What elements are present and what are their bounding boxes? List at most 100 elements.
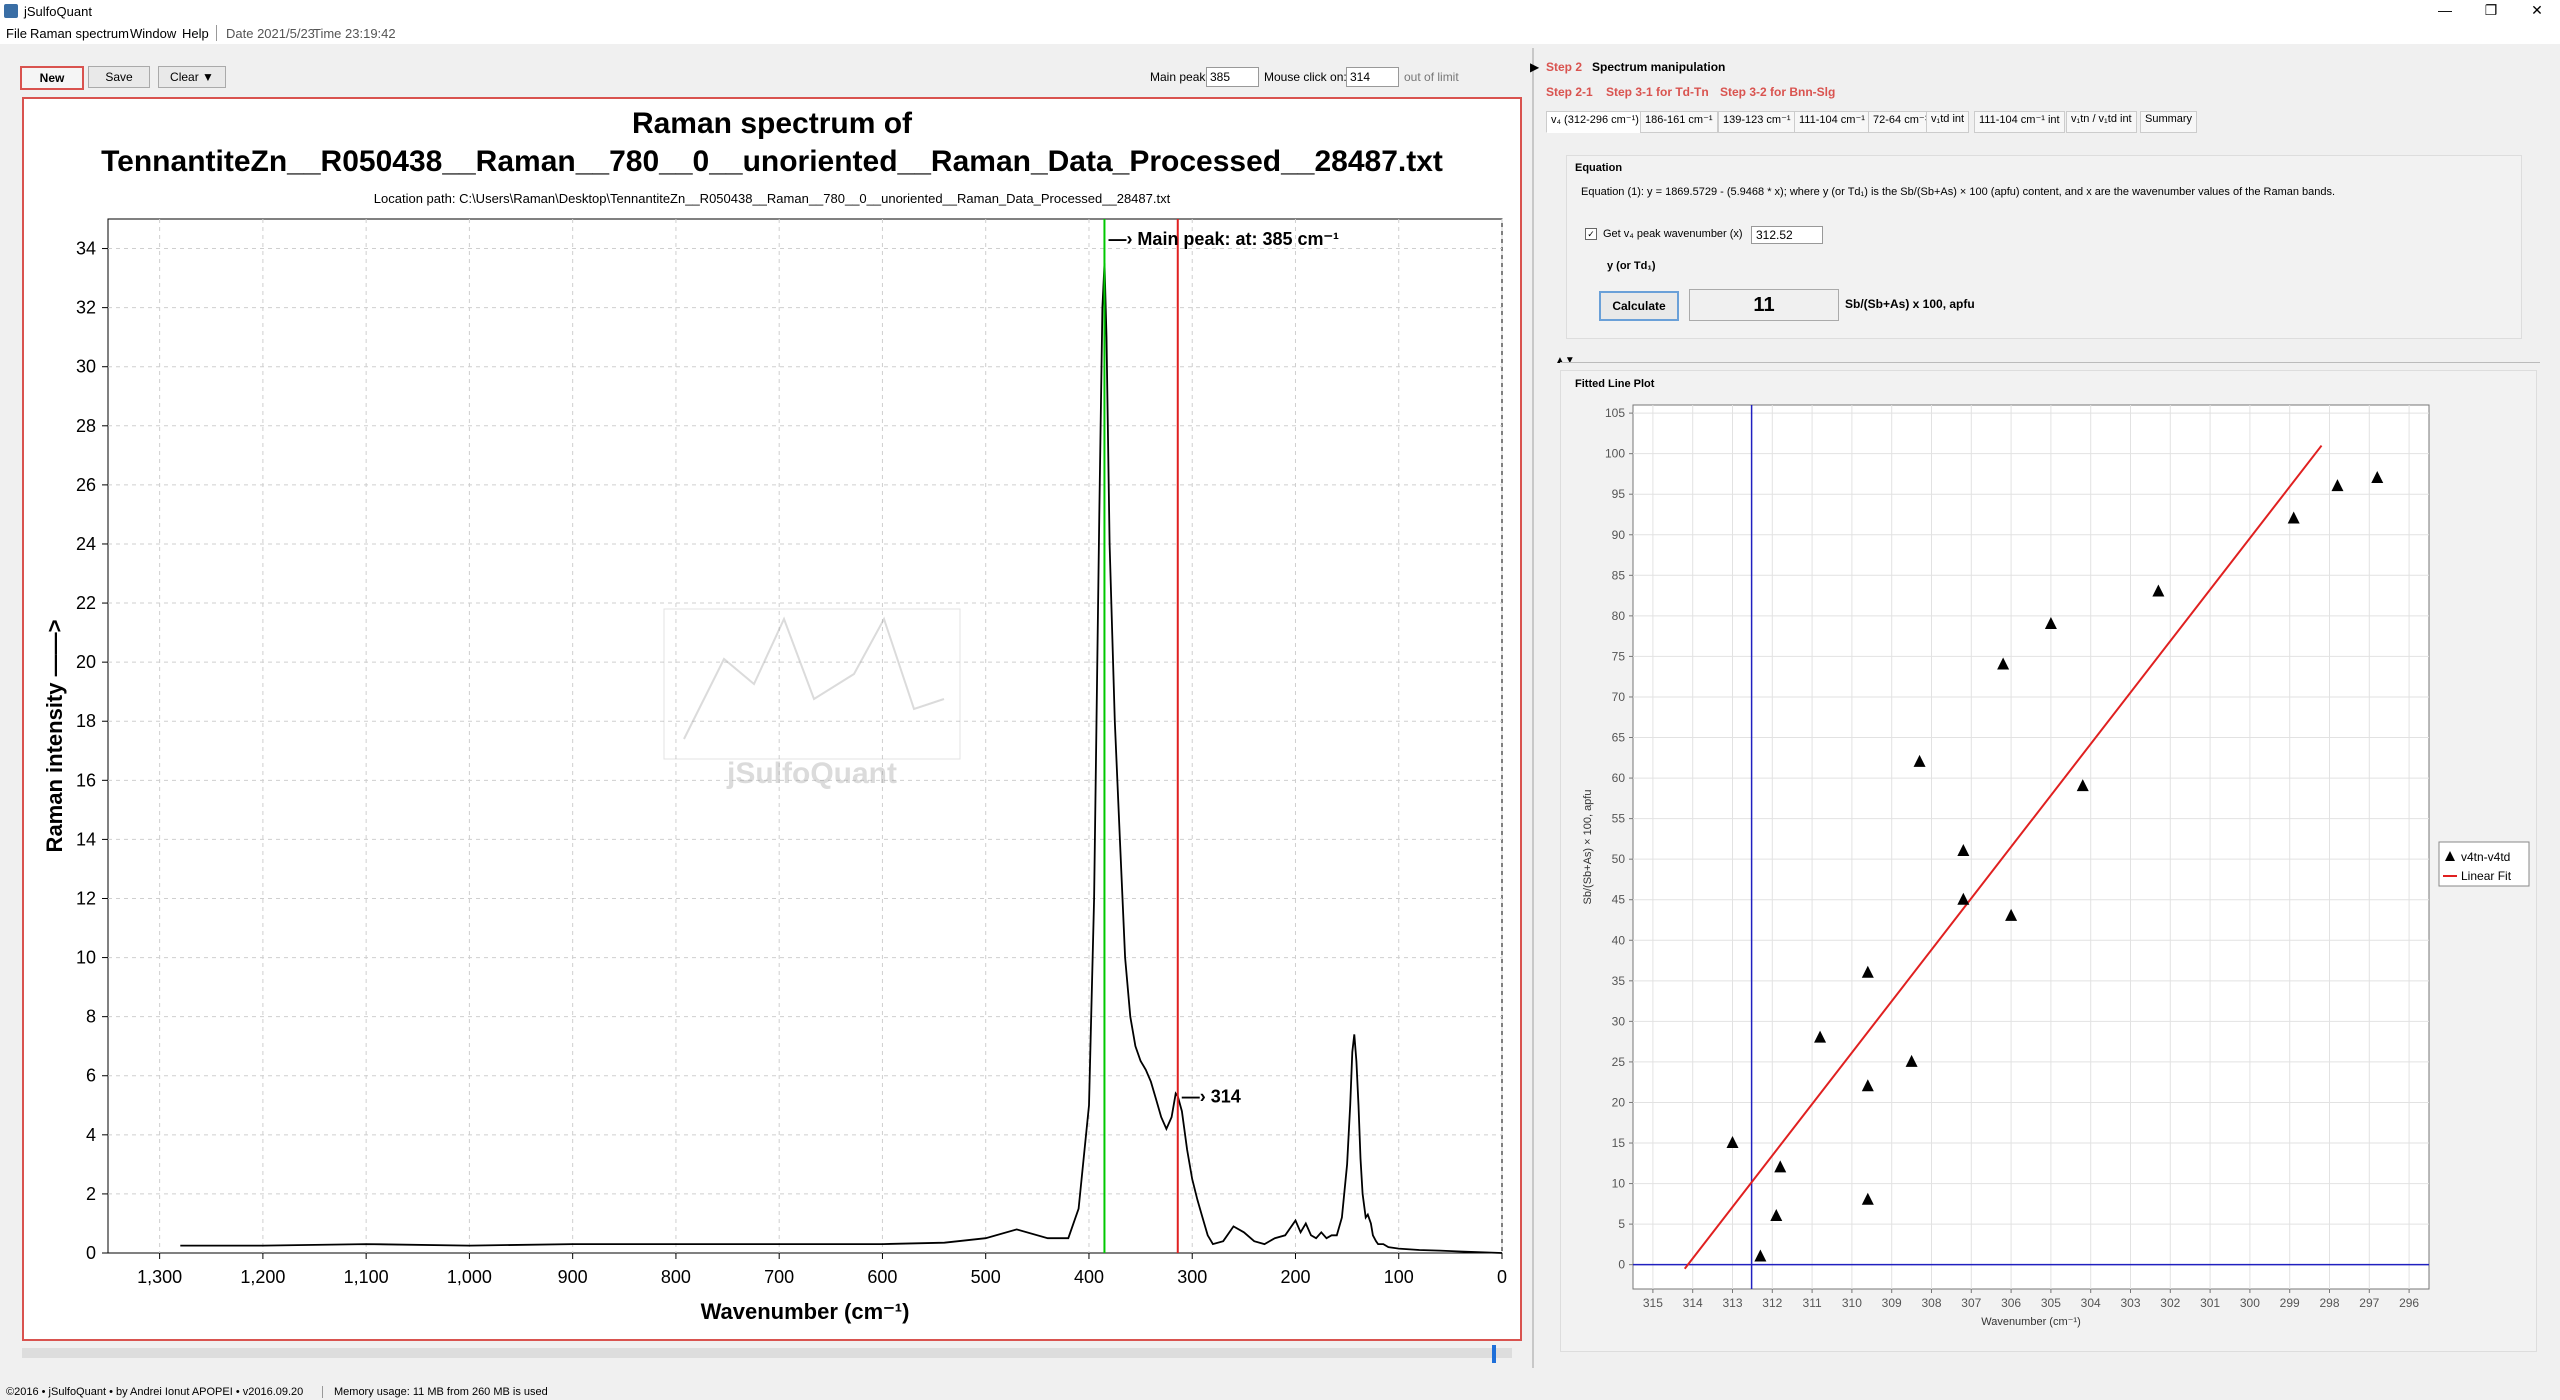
data-point xyxy=(1774,1160,1787,1173)
fit-y-tick-label: 90 xyxy=(1612,528,1626,542)
tab-spectrum-manipulation[interactable]: Spectrum manipulation xyxy=(1592,60,1726,74)
splitter[interactable] xyxy=(1560,362,2540,363)
panel-divider[interactable] xyxy=(1532,48,1534,1368)
fit-y-tick-label: 65 xyxy=(1612,731,1626,745)
fit-x-tick-label: 308 xyxy=(1921,1296,1941,1310)
legend-series-2: Linear Fit xyxy=(2461,869,2512,883)
y-tick-label: 32 xyxy=(76,298,96,318)
band-tab-3[interactable]: 111-104 cm⁻¹ xyxy=(1794,111,1870,133)
data-point xyxy=(2152,584,2165,597)
spectrum-line xyxy=(180,263,1503,1254)
collapse-arrow-icon[interactable]: ▶ xyxy=(1530,60,1540,74)
band-tab-6[interactable]: 111-104 cm⁻¹ int xyxy=(1974,111,2065,133)
chart-title: Raman spectrum of TennantiteZn__R050438_… xyxy=(24,105,1520,181)
band-tab-4[interactable]: 72-64 cm⁻¹ xyxy=(1868,111,1934,133)
main-peak-annotation: —› Main peak: at: 385 cm⁻¹ xyxy=(1108,229,1339,249)
x-axis-label: Wavenumber (cm⁻¹) xyxy=(701,1299,910,1324)
fit-y-axis-label: Sb/(Sb+As) × 100, apfu xyxy=(1582,790,1594,905)
menu-help[interactable]: Help xyxy=(182,26,209,41)
mouse-click-field[interactable]: 314 xyxy=(1346,67,1399,87)
tab-step2-1[interactable]: Step 2-1 xyxy=(1546,85,1593,99)
x-tick-label: 1,300 xyxy=(137,1267,182,1287)
fit-y-tick-label: 45 xyxy=(1612,893,1626,907)
window-title: jSulfoQuant xyxy=(24,4,92,19)
new-button[interactable]: New xyxy=(20,66,84,90)
fit-y-tick-label: 5 xyxy=(1618,1217,1625,1231)
close-button[interactable]: ✕ xyxy=(2531,2,2543,18)
equation-text: Equation (1): y = 1869.5729 - (5.9468 * … xyxy=(1581,186,2336,198)
spectrum-chart[interactable]: 1,300 1,200 1,100 1,000 900 800 700 600 500 400 30… xyxy=(24,99,1520,1339)
x-tick-label: 800 xyxy=(661,1267,691,1287)
clear-dropdown-button[interactable]: Clear ▼ xyxy=(158,66,226,88)
watermark-wave xyxy=(683,616,945,740)
status-separator xyxy=(322,1386,323,1398)
band-tab-2[interactable]: 139-123 cm⁻¹ xyxy=(1718,111,1796,133)
data-point xyxy=(1770,1209,1783,1222)
equation-label: Equation xyxy=(1575,162,1623,174)
fit-x-tick-label: 307 xyxy=(1961,1296,1981,1310)
menu-window[interactable]: Window xyxy=(130,26,177,41)
fitted-line-plot[interactable]: 315 314 313 312 311 310 309 308 307 306 305 304 303 3… xyxy=(1561,371,2536,1351)
menu-separator xyxy=(216,25,217,41)
fit-y-tick-label: 30 xyxy=(1612,1014,1626,1028)
calculate-button[interactable]: Calculate xyxy=(1599,291,1679,321)
y-tick-label: 26 xyxy=(76,475,96,495)
fit-x-tick-label: 305 xyxy=(2041,1296,2061,1310)
tab-step2[interactable]: Step 2 xyxy=(1546,60,1583,74)
band-tab-0[interactable]: v₄ (312-296 cm⁻¹) xyxy=(1546,111,1644,133)
fit-plot-area xyxy=(1632,404,2430,1290)
watermark-text: jSulfoQuant xyxy=(726,757,897,790)
fit-x-tick-label: 299 xyxy=(2280,1296,2300,1310)
x-tick-label: 1,100 xyxy=(344,1267,389,1287)
y-tick-label: 20 xyxy=(76,652,96,672)
band-tab-5[interactable]: v₁td int xyxy=(1926,111,1970,133)
data-point xyxy=(1997,657,2010,670)
band-tab-8[interactable]: Summary xyxy=(2140,111,2198,133)
get-peak-checkbox[interactable]: ✓ xyxy=(1585,228,1597,240)
data-point xyxy=(2287,511,2300,524)
main-peak-field[interactable]: 385 xyxy=(1206,67,1259,87)
tab-step3-1[interactable]: Step 3-1 for Td-Tn xyxy=(1606,85,1709,99)
data-point xyxy=(1861,965,1874,978)
x-tick-label: 0 xyxy=(1497,1267,1507,1287)
linear-fit-line xyxy=(1683,444,2323,1270)
data-point xyxy=(1754,1249,1767,1262)
x-value-field[interactable]: 312.52 xyxy=(1751,226,1823,244)
scrollbar-thumb[interactable] xyxy=(1492,1345,1496,1363)
fit-y-tick-label: 40 xyxy=(1612,933,1626,947)
menu-time: Time 23:19:42 xyxy=(313,26,396,41)
data-point xyxy=(1814,1030,1827,1043)
fit-x-tick-label: 297 xyxy=(2359,1296,2379,1310)
splitter-arrows-icon[interactable]: ▲▼ xyxy=(1555,355,1575,366)
maximize-button[interactable]: ❐ xyxy=(2484,2,2498,18)
menu-raman-spectrum[interactable]: Raman spectrum xyxy=(30,26,129,41)
fit-x-tick-label: 310 xyxy=(1842,1296,1862,1310)
band-tab-1[interactable]: 186-161 cm⁻¹ xyxy=(1640,111,1718,133)
y-tick-label: 8 xyxy=(86,1007,96,1027)
data-point xyxy=(1726,1136,1739,1149)
tab-step3-2[interactable]: Step 3-2 for Bnn-Slg xyxy=(1720,85,1836,99)
band-tab-7[interactable]: v₁tn / v₁td int xyxy=(2066,111,2137,133)
fit-y-tick-label: 55 xyxy=(1612,812,1626,826)
watermark-box xyxy=(663,608,961,760)
y-label: y (or Td₁) xyxy=(1607,260,1656,272)
fit-y-tick-label: 85 xyxy=(1612,568,1626,582)
minimize-button[interactable]: — xyxy=(2438,2,2452,18)
spectrum-chart-panel[interactable]: Raman spectrum of TennantiteZn__R050438_… xyxy=(22,97,1522,1341)
menu-file[interactable]: File xyxy=(6,26,27,41)
equation-panel: Equation Equation (1): y = 1869.5729 - (… xyxy=(1566,155,2522,339)
fit-x-tick-label: 311 xyxy=(1803,1296,1822,1310)
save-button[interactable]: Save xyxy=(88,66,150,88)
horizontal-scrollbar[interactable] xyxy=(22,1348,1512,1358)
x-tick-label: 1,200 xyxy=(240,1267,285,1287)
result-unit: Sb/(Sb+As) x 100, apfu xyxy=(1845,297,1975,311)
data-point xyxy=(1913,754,1926,767)
fit-x-tick-label: 306 xyxy=(2001,1296,2021,1310)
fit-y-tick-label: 80 xyxy=(1612,609,1626,623)
fit-legend: v4tn-v4td Linear Fit xyxy=(2438,841,2530,887)
app-icon xyxy=(4,4,18,18)
data-point xyxy=(2076,779,2089,792)
fit-x-tick-label: 296 xyxy=(2399,1296,2419,1310)
x-tick-label: 700 xyxy=(764,1267,794,1287)
y-tick-label: 2 xyxy=(86,1184,96,1204)
